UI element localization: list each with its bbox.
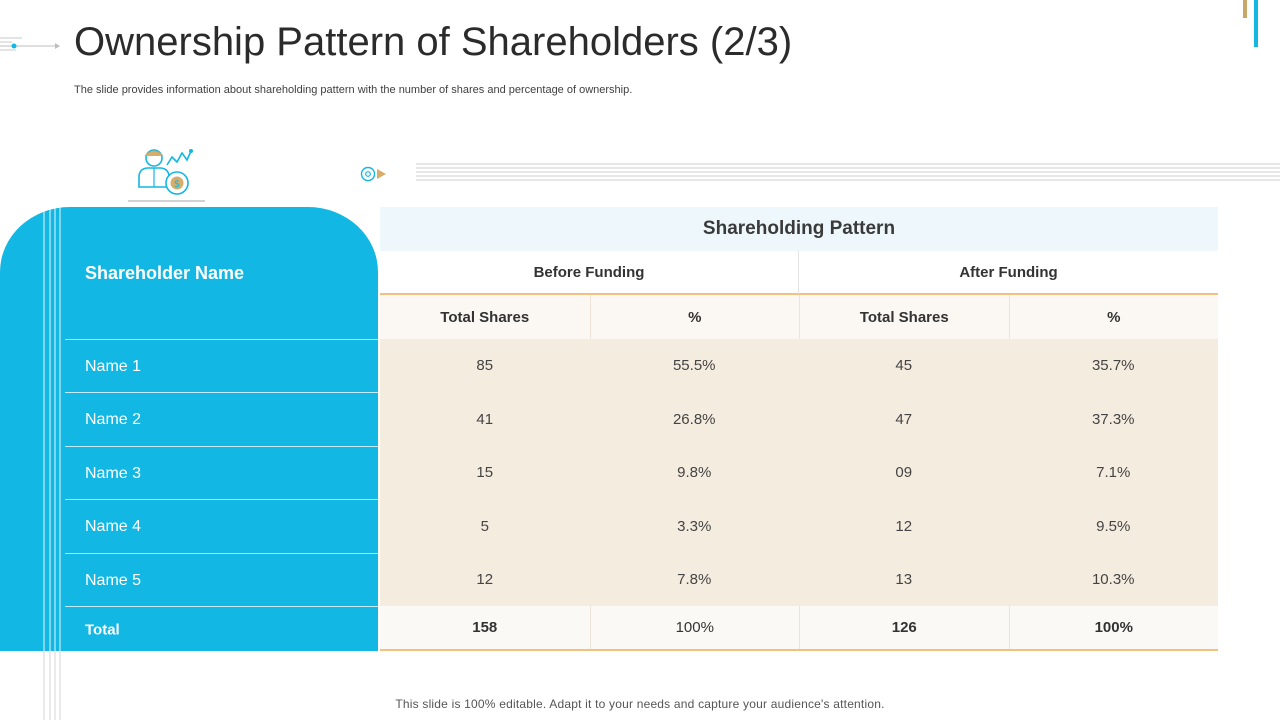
shareholder-row: Name 4 <box>65 499 378 554</box>
column-header-percent: % <box>589 295 799 339</box>
target-arrow-icon <box>360 163 1280 182</box>
cell-before-shares: 41 <box>476 410 494 428</box>
table-total-row: 158 100% 126 100% <box>380 606 1218 651</box>
shareholder-name: Name 2 <box>85 411 142 428</box>
decorative-bar-blue <box>1254 0 1258 47</box>
cell-after-percent: 7.1% <box>1096 464 1131 481</box>
cell-before-shares: 15 <box>476 464 494 481</box>
column-header-total-shares: Total Shares <box>380 295 590 339</box>
cell-after-shares: 45 <box>895 357 913 374</box>
shareholding-pattern-header: Shareholding Pattern <box>380 207 1218 251</box>
page-subtitle: The slide provides information about sha… <box>74 84 633 96</box>
shareholder-name: Name 5 <box>85 571 142 589</box>
investor-icon: $ <box>128 149 205 202</box>
total-after-shares: 126 <box>799 606 1009 649</box>
shareholder-total-row: Total <box>65 606 378 652</box>
cell-before-percent: 3.3% <box>677 517 712 535</box>
cell-before-percent: 26.8% <box>672 410 716 428</box>
shareholder-row: Name 1 <box>65 339 378 393</box>
after-funding-header: After Funding <box>799 251 1218 295</box>
decorative-bar-gold <box>1243 0 1247 18</box>
table-row: 85 55.5% 45 35.7% <box>380 339 1218 392</box>
total-before-percent: 100% <box>589 606 800 649</box>
cell-before-percent: 9.8% <box>677 464 712 481</box>
table-row: 12 7.8% 13 10.3% <box>380 553 1218 606</box>
table-row: 5 3.3% 12 9.5% <box>380 499 1218 553</box>
shareholder-name-header: Shareholder Name <box>85 263 245 283</box>
cell-after-percent: 9.5% <box>1096 517 1131 535</box>
total-after-percent: 100% <box>1008 606 1219 649</box>
shareholder-row: Name 3 <box>65 446 378 500</box>
table-row: 15 9.8% 09 7.1% <box>380 446 1218 499</box>
shareholder-row: Name 2 <box>65 392 378 447</box>
cell-before-percent: 7.8% <box>677 571 712 588</box>
cell-after-shares: 12 <box>895 517 913 535</box>
shareholder-row: Name 5 <box>65 553 378 607</box>
table-row: 41 26.8% 47 37.3% <box>380 392 1218 446</box>
shareholder-name: Name 3 <box>85 464 142 482</box>
decorative-vertical-lines <box>43 207 61 720</box>
cell-before-percent: 55.5% <box>672 357 716 374</box>
shareholder-total-label: Total <box>85 621 120 638</box>
cell-after-shares: 13 <box>895 571 913 588</box>
cell-before-shares: 5 <box>480 517 489 535</box>
page-title: Ownership Pattern of Shareholders (2/3) <box>74 20 793 64</box>
footer-note: This slide is 100% editable. Adapt it to… <box>395 697 885 711</box>
cell-after-percent: 10.3% <box>1091 571 1135 588</box>
shareholder-panel <box>0 207 378 651</box>
column-header-percent: % <box>1008 295 1218 339</box>
cell-after-percent: 37.3% <box>1091 410 1135 428</box>
svg-text:$: $ <box>174 179 180 190</box>
column-header-total-shares: Total Shares <box>799 295 1009 339</box>
cell-after-percent: 35.7% <box>1091 357 1135 374</box>
cell-before-shares: 12 <box>476 571 494 588</box>
cell-after-shares: 47 <box>895 410 913 428</box>
before-funding-header: Before Funding <box>380 251 799 295</box>
decorative-lines <box>0 37 60 51</box>
shareholder-name: Name 4 <box>85 518 142 535</box>
shareholder-name: Name 1 <box>85 357 142 375</box>
total-before-shares: 158 <box>472 619 498 636</box>
cell-after-shares: 09 <box>895 464 913 481</box>
cell-before-shares: 85 <box>476 357 494 374</box>
